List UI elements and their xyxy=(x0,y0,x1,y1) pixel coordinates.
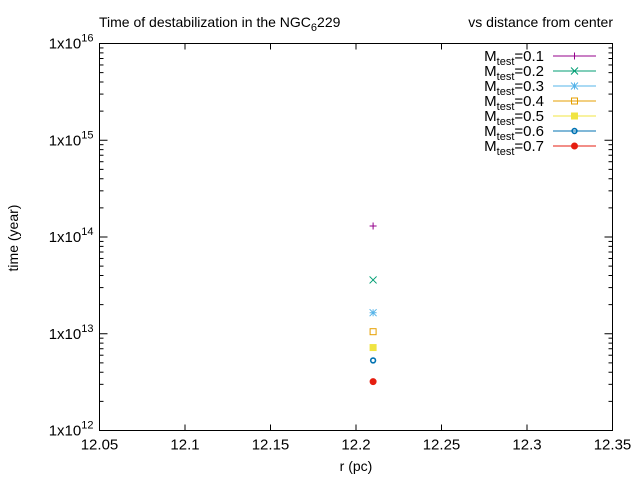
x-tick-label: 12.2 xyxy=(341,437,370,454)
y-tick-label: 1x1016 xyxy=(49,33,94,53)
legend-item: Mtest=0.2 xyxy=(484,63,596,83)
legend-label: Mtest=0.3 xyxy=(484,78,544,98)
y-axis-ticks: 1x1012 1x1013 1x1014 1x1015 1x1016 xyxy=(49,33,613,440)
y-tick-label: 1x1013 xyxy=(49,323,94,343)
legend-marker xyxy=(571,97,578,105)
x-axis-label: r (pc) xyxy=(340,458,373,474)
x-tick-label: 12.25 xyxy=(423,437,461,454)
legend: Mtest=0.1Mtest=0.2Mtest=0.3Mtest=0.4Mtes… xyxy=(484,48,596,158)
data-points xyxy=(369,222,377,386)
legend-marker xyxy=(571,142,578,150)
y-tick-label: 1x1015 xyxy=(49,129,94,149)
x-tick-label: 12.35 xyxy=(594,437,632,454)
y-tick-label: 1x1014 xyxy=(49,226,94,246)
chart-title-subscript: 6 xyxy=(311,22,317,34)
legend-marker xyxy=(571,112,578,120)
legend-label: Mtest=0.5 xyxy=(484,108,544,128)
legend-label: Mtest=0.6 xyxy=(484,123,544,143)
data-point-series-3 xyxy=(369,308,377,317)
chart-title-suffix: 229 xyxy=(317,14,341,30)
x-tick-label: 12.15 xyxy=(252,437,290,454)
chart-title-right: vs distance from center xyxy=(468,14,613,30)
data-point-series-6 xyxy=(369,357,377,364)
legend-item: Mtest=0.6 xyxy=(484,123,596,143)
x-tick-label: 12.1 xyxy=(170,437,199,454)
legend-item: Mtest=0.3 xyxy=(484,78,596,98)
legend-marker xyxy=(570,67,579,75)
y-axis-label: time (year) xyxy=(5,205,21,272)
legend-label: Mtest=0.7 xyxy=(484,138,544,158)
legend-label: Mtest=0.1 xyxy=(484,48,544,68)
x-axis-ticks: 12.05 12.1 12.15 12.2 12.25 12.3 12.35 xyxy=(81,43,632,454)
data-point-series-5 xyxy=(369,344,377,352)
data-point-series-1 xyxy=(369,222,377,230)
chart-title-main: Time of destabilization in the NGC xyxy=(99,14,311,30)
legend-marker xyxy=(571,52,578,60)
chart-title: Time of destabilization in the NGC6229 xyxy=(99,14,341,34)
legend-item: Mtest=0.4 xyxy=(484,93,596,113)
x-tick-label: 12.05 xyxy=(81,437,119,454)
legend-label: Mtest=0.4 xyxy=(484,93,544,113)
y-tick-label: 1x1012 xyxy=(49,420,94,440)
legend-item: Mtest=0.5 xyxy=(484,108,596,128)
legend-item: Mtest=0.1 xyxy=(484,48,596,68)
legend-marker xyxy=(571,127,578,135)
data-point-series-2 xyxy=(369,276,377,284)
legend-marker xyxy=(570,82,579,90)
x-tick-label: 12.3 xyxy=(512,437,541,454)
legend-label: Mtest=0.2 xyxy=(484,63,544,83)
data-point-series-4 xyxy=(369,328,377,336)
data-point-series-7 xyxy=(369,378,377,386)
legend-item: Mtest=0.7 xyxy=(484,138,596,158)
